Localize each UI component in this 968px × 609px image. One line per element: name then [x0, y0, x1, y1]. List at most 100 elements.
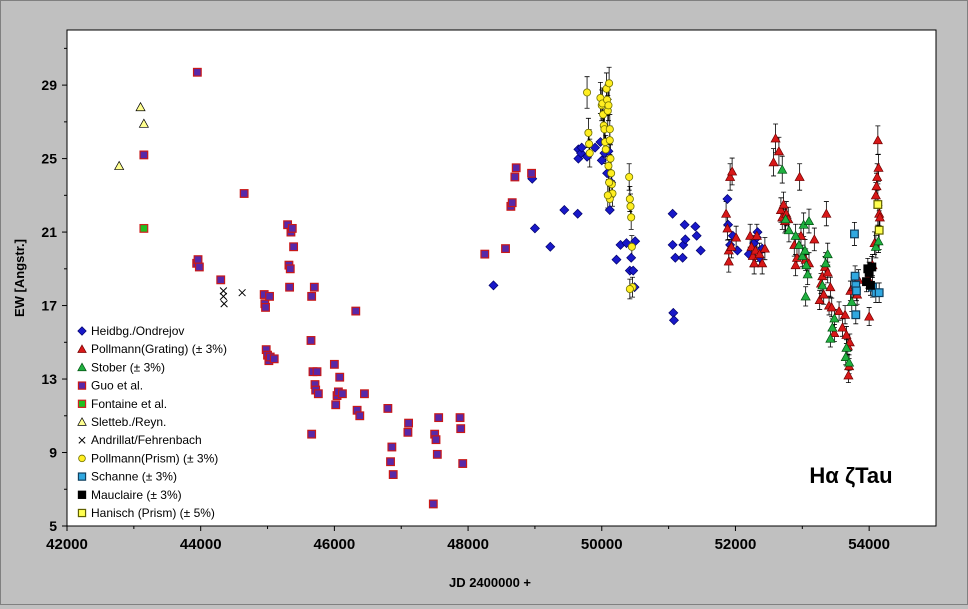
data-point-s2-p7 — [799, 245, 811, 255]
data-point-s6-p0 — [219, 287, 228, 295]
data-point-s7-p15 — [604, 101, 613, 110]
data-point-s0-p19 — [611, 254, 622, 265]
data-point-s7-p18 — [605, 136, 614, 145]
data-point-s2-p15 — [825, 333, 836, 343]
data-point-s3-p45 — [388, 470, 398, 479]
legend-marker-3 — [77, 381, 87, 390]
legend-marker-2 — [77, 362, 87, 372]
data-point-s0-p9 — [576, 142, 587, 153]
x-tick-label: 54000 — [848, 536, 890, 553]
data-point-s0-p31 — [668, 315, 679, 326]
data-point-s3-p4 — [194, 262, 204, 272]
y-tick-label: 17 — [41, 298, 57, 314]
data-point-s7-p2 — [585, 139, 594, 148]
data-point-s3-p52 — [434, 413, 444, 423]
data-point-s7-p3 — [585, 149, 594, 158]
data-point-s1-p19 — [773, 146, 785, 156]
data-point-s2-p4 — [793, 239, 805, 249]
legend-marker-1 — [77, 344, 87, 353]
data-point-s3-p61 — [511, 163, 521, 173]
data-point-s1-p7 — [731, 232, 742, 242]
data-point-s1-p33 — [809, 234, 820, 244]
data-point-s7-p33 — [625, 285, 634, 294]
data-point-s1-p12 — [750, 245, 761, 255]
data-point-s5-p0 — [114, 160, 125, 170]
data-point-s1-p42 — [825, 281, 836, 292]
data-point-s3-p40 — [355, 411, 365, 421]
x-tick-label: 48000 — [447, 536, 489, 553]
data-point-s1-p66 — [873, 162, 884, 172]
data-point-s0-p5 — [572, 208, 583, 219]
data-point-s2-p10 — [803, 215, 815, 226]
data-point-s8-p3 — [851, 310, 861, 320]
data-point-s2-p8 — [801, 259, 812, 270]
plot-area — [66, 29, 937, 527]
data-point-s1-p11 — [749, 258, 760, 268]
data-point-s1-p45 — [833, 305, 845, 316]
data-point-s0-p2 — [529, 223, 540, 234]
data-point-s3-p5 — [216, 275, 226, 285]
data-point-s0-p39 — [722, 194, 733, 205]
data-point-s2-p21 — [846, 296, 857, 306]
data-point-s1-p44 — [829, 327, 840, 338]
data-point-s0-p23 — [626, 252, 637, 263]
data-point-s3-p38 — [351, 306, 361, 316]
data-point-s1-p48 — [841, 329, 852, 339]
y-tick-label: 5 — [49, 518, 57, 534]
data-point-s4-p0 — [139, 223, 149, 233]
data-point-s6-p1 — [219, 292, 228, 301]
data-point-s3-p15 — [269, 354, 279, 364]
x-tick-label: 50000 — [581, 536, 623, 553]
data-point-s3-p43 — [386, 457, 395, 467]
data-point-s3-p36 — [335, 372, 345, 382]
data-point-s2-p2 — [783, 225, 795, 235]
data-point-s0-p38 — [695, 245, 706, 256]
data-point-s0-p18 — [604, 205, 615, 216]
x-tick-label: 44000 — [180, 536, 222, 553]
data-point-s10-p0 — [873, 200, 883, 209]
data-point-s3-p51 — [432, 449, 442, 459]
x-tick-label: 42000 — [46, 536, 88, 553]
data-point-s5-p1 — [135, 101, 146, 112]
data-point-s7-p20 — [607, 169, 616, 178]
legend-item-label: Mauclaire (± 3%) — [91, 488, 182, 502]
data-point-s0-p35 — [680, 234, 691, 245]
data-point-s7-p17 — [605, 125, 614, 134]
data-point-s2-p1 — [780, 213, 791, 224]
data-point-s1-p62 — [870, 190, 881, 200]
data-point-s0-p4 — [559, 205, 570, 216]
data-point-s1-p27 — [790, 259, 801, 270]
data-point-s3-p29 — [312, 367, 322, 377]
data-point-s1-p47 — [839, 309, 851, 319]
data-point-s6-p2 — [220, 299, 228, 308]
data-point-s1-p65 — [872, 135, 883, 145]
legend-marker-6 — [78, 436, 86, 444]
data-point-s1-p22 — [778, 199, 789, 209]
data-point-s1-p34 — [814, 294, 825, 304]
y-axis-label: EW [Angstr.] — [12, 239, 27, 317]
chart-title: Hα ζTau — [809, 463, 892, 488]
y-tick-label: 13 — [41, 371, 57, 387]
data-point-s2-p3 — [790, 230, 801, 240]
legend-marker-9 — [77, 490, 87, 499]
data-point-s1-p0 — [721, 208, 732, 218]
data-point-s3-p30 — [313, 389, 323, 399]
data-point-s7-p19 — [606, 154, 615, 163]
data-point-s7-p31 — [627, 242, 636, 251]
legend-item-label: Fontaine et al. — [91, 397, 167, 411]
data-point-s1-p3 — [725, 171, 736, 181]
data-point-s7-p16 — [605, 79, 614, 88]
data-point-s3-p47 — [404, 418, 414, 428]
data-point-s2-p14 — [822, 248, 833, 259]
data-point-s1-p2 — [723, 256, 734, 266]
data-point-s0-p13 — [596, 155, 607, 166]
data-point-s7-p26 — [603, 191, 612, 200]
legend-marker-0 — [77, 326, 87, 336]
legend-item-label: Pollmann(Grating) (± 3%) — [91, 342, 227, 356]
data-point-s0-p24 — [628, 265, 639, 276]
data-point-s7-p1 — [584, 128, 593, 137]
y-tick-label: 9 — [49, 445, 57, 461]
data-point-s2-p22 — [870, 241, 881, 251]
data-point-s1-p4 — [727, 166, 738, 176]
data-point-s3-p62 — [527, 168, 537, 178]
